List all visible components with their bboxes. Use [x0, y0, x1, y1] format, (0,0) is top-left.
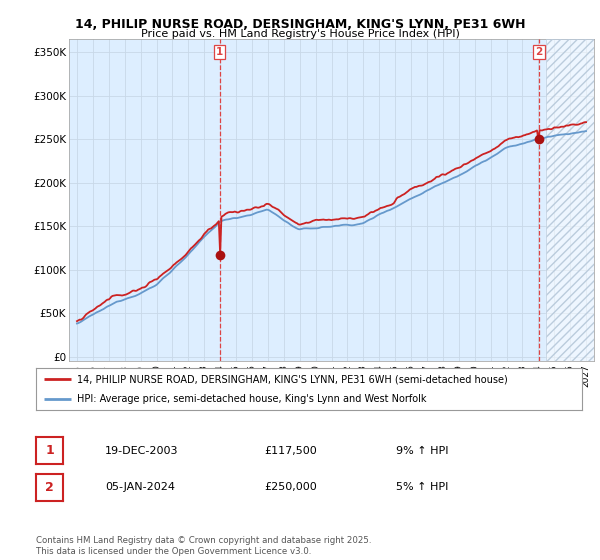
Text: 2: 2	[45, 480, 54, 494]
Text: £117,500: £117,500	[264, 446, 317, 456]
Text: 14, PHILIP NURSE ROAD, DERSINGHAM, KING'S LYNN, PE31 6WH: 14, PHILIP NURSE ROAD, DERSINGHAM, KING'…	[75, 18, 525, 31]
Text: 9% ↑ HPI: 9% ↑ HPI	[396, 446, 449, 456]
Text: 5% ↑ HPI: 5% ↑ HPI	[396, 482, 448, 492]
Text: 14, PHILIP NURSE ROAD, DERSINGHAM, KING'S LYNN, PE31 6WH (semi-detached house): 14, PHILIP NURSE ROAD, DERSINGHAM, KING'…	[77, 374, 508, 384]
Text: 05-JAN-2024: 05-JAN-2024	[105, 482, 175, 492]
Text: HPI: Average price, semi-detached house, King's Lynn and West Norfolk: HPI: Average price, semi-detached house,…	[77, 394, 427, 404]
Text: 19-DEC-2003: 19-DEC-2003	[105, 446, 179, 456]
Text: 1: 1	[45, 444, 54, 458]
Text: 1: 1	[216, 47, 223, 57]
Text: Contains HM Land Registry data © Crown copyright and database right 2025.
This d: Contains HM Land Registry data © Crown c…	[36, 536, 371, 556]
Text: 2: 2	[535, 47, 542, 57]
Text: Price paid vs. HM Land Registry's House Price Index (HPI): Price paid vs. HM Land Registry's House …	[140, 29, 460, 39]
Text: £250,000: £250,000	[264, 482, 317, 492]
